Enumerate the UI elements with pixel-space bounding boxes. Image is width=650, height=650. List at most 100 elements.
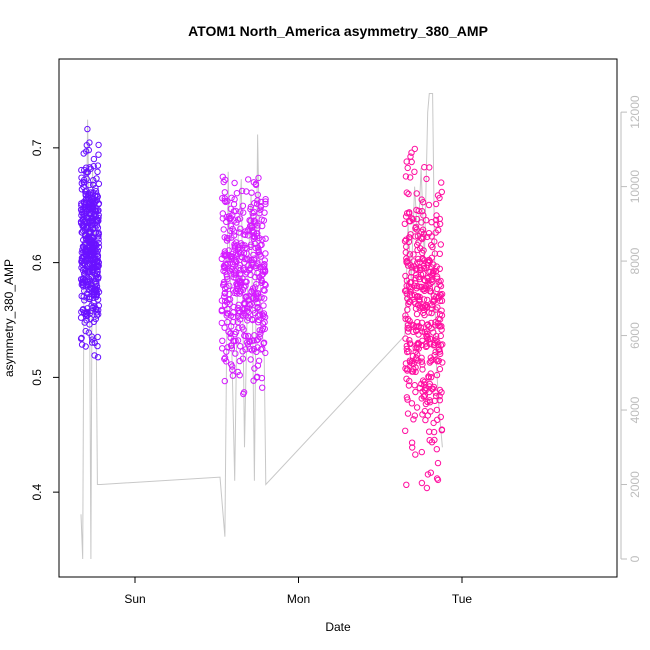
data-point [87, 309, 94, 317]
data-point [436, 265, 443, 272]
data-point [231, 179, 238, 187]
data-point [231, 196, 238, 203]
data-point [87, 315, 94, 323]
data-point [404, 410, 412, 417]
data-point [78, 258, 85, 265]
data-point [408, 439, 416, 446]
data-point [413, 341, 421, 348]
data-point [424, 233, 431, 241]
data-point [84, 125, 91, 133]
data-point [408, 149, 415, 156]
data-point [81, 270, 88, 277]
data-point [431, 250, 439, 257]
data-point [85, 266, 93, 273]
data-point [221, 197, 229, 205]
data-point [421, 287, 428, 294]
data-point [401, 220, 408, 228]
data-point [221, 248, 229, 255]
data-point [253, 281, 260, 288]
data-point [405, 238, 413, 246]
data-point [249, 224, 256, 231]
data-point [262, 235, 269, 242]
data-point [221, 293, 228, 300]
data-point [419, 249, 426, 257]
data-point [437, 332, 444, 340]
data-point [416, 275, 423, 283]
data-point [90, 177, 97, 184]
data-point [436, 365, 444, 373]
data-point [94, 168, 101, 176]
data-point [86, 139, 93, 146]
y-tick-label: 0.4 [30, 483, 44, 500]
data-point [225, 328, 232, 335]
data-point [261, 319, 268, 326]
data-point [403, 375, 410, 382]
data-point [78, 229, 85, 236]
data-point [423, 328, 430, 335]
data-point [221, 324, 228, 331]
data-point [234, 319, 242, 326]
data-point [428, 439, 436, 446]
data-point [422, 340, 430, 347]
data-point [94, 354, 102, 361]
data-point [260, 312, 267, 320]
data-point [247, 356, 254, 363]
data-point [411, 263, 418, 270]
data-point [78, 166, 85, 174]
data-point [240, 390, 247, 398]
data-point [436, 194, 443, 202]
data-point [246, 345, 254, 353]
data-point [438, 326, 445, 333]
data-point [419, 199, 427, 206]
data-point [82, 343, 89, 350]
data-point [411, 412, 418, 419]
data-point [403, 342, 410, 350]
data-point [404, 328, 412, 335]
data-point [408, 400, 416, 407]
data-point [259, 268, 267, 275]
data-point [424, 398, 431, 405]
data-point [242, 282, 249, 289]
data-point [427, 357, 434, 365]
data-point [433, 446, 440, 453]
data-point [418, 395, 425, 402]
data-point [79, 278, 87, 285]
data-point [432, 392, 440, 400]
data-point [417, 324, 425, 331]
data-point [406, 359, 414, 366]
y2-tick-label: 10000 [628, 170, 642, 204]
data-point [241, 332, 248, 339]
data-point [262, 349, 269, 357]
data-point [250, 217, 258, 224]
data-point [418, 208, 426, 215]
data-point [242, 346, 249, 353]
y-axis-label: asymmetry_380_AMP [2, 259, 16, 377]
data-point [259, 311, 266, 318]
data-point [87, 189, 94, 196]
data-point [418, 479, 426, 487]
data-point [255, 316, 262, 324]
data-point [428, 305, 435, 312]
data-point [95, 311, 102, 318]
data-point [413, 404, 421, 411]
data-point [412, 275, 419, 282]
data-point [425, 373, 432, 380]
data-point [437, 282, 445, 290]
data-point [245, 300, 252, 307]
data-point [228, 253, 235, 260]
data-point [223, 348, 230, 355]
data-point [223, 358, 230, 365]
data-point [261, 295, 268, 302]
data-point [82, 327, 89, 335]
data-point [438, 389, 445, 396]
data-point [416, 264, 424, 272]
data-point [218, 319, 226, 327]
data-point [426, 285, 433, 292]
data-point [83, 214, 91, 222]
data-point [418, 219, 425, 226]
x-axis: Sun Mon Tue [124, 577, 472, 606]
data-point [438, 188, 445, 196]
data-point [430, 298, 437, 306]
data-point [232, 337, 239, 345]
data-point [430, 419, 437, 427]
